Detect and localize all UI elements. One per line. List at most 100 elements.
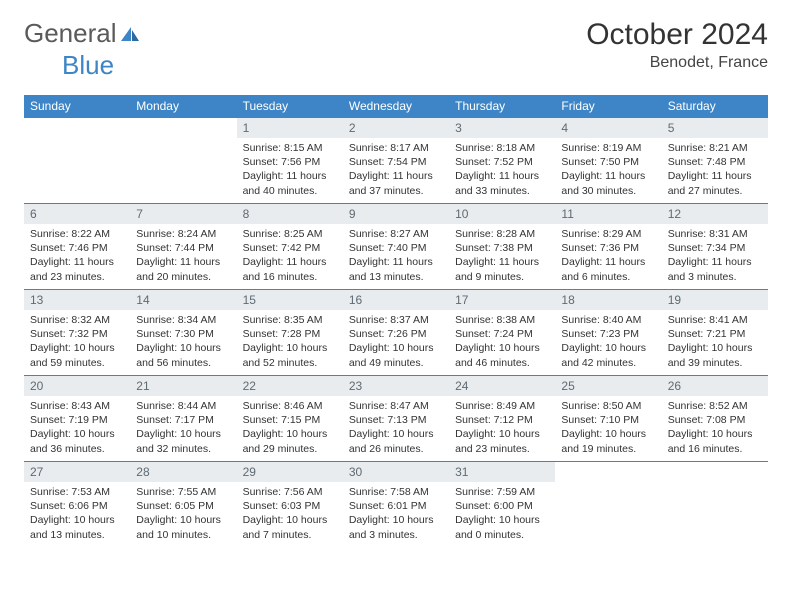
calendar-head: SundayMondayTuesdayWednesdayThursdayFrid…	[24, 95, 768, 118]
day-cell: 9Sunrise: 8:27 AMSunset: 7:40 PMDaylight…	[343, 204, 449, 290]
day-cell: 25Sunrise: 8:50 AMSunset: 7:10 PMDayligh…	[555, 376, 661, 462]
day-cell	[662, 462, 768, 548]
day-cell: 16Sunrise: 8:37 AMSunset: 7:26 PMDayligh…	[343, 290, 449, 376]
day-header: Thursday	[449, 95, 555, 118]
day-number: 5	[662, 118, 768, 138]
day-number: 22	[237, 376, 343, 396]
day-cell: 30Sunrise: 7:58 AMSunset: 6:01 PMDayligh…	[343, 462, 449, 548]
day-header: Tuesday	[237, 95, 343, 118]
logo: General	[24, 18, 141, 49]
day-number: 20	[24, 376, 130, 396]
day-text: Sunrise: 8:41 AMSunset: 7:21 PMDaylight:…	[662, 310, 768, 374]
day-text: Sunrise: 8:47 AMSunset: 7:13 PMDaylight:…	[343, 396, 449, 460]
day-cell: 3Sunrise: 8:18 AMSunset: 7:52 PMDaylight…	[449, 118, 555, 204]
week-row: 13Sunrise: 8:32 AMSunset: 7:32 PMDayligh…	[24, 290, 768, 376]
day-text: Sunrise: 8:32 AMSunset: 7:32 PMDaylight:…	[24, 310, 130, 374]
day-text: Sunrise: 8:21 AMSunset: 7:48 PMDaylight:…	[662, 138, 768, 202]
day-cell: 7Sunrise: 8:24 AMSunset: 7:44 PMDaylight…	[130, 204, 236, 290]
day-text: Sunrise: 8:22 AMSunset: 7:46 PMDaylight:…	[24, 224, 130, 288]
week-row: 27Sunrise: 7:53 AMSunset: 6:06 PMDayligh…	[24, 462, 768, 548]
day-text: Sunrise: 8:35 AMSunset: 7:28 PMDaylight:…	[237, 310, 343, 374]
day-cell: 10Sunrise: 8:28 AMSunset: 7:38 PMDayligh…	[449, 204, 555, 290]
location-label: Benodet, France	[586, 54, 768, 72]
day-header: Friday	[555, 95, 661, 118]
day-header: Saturday	[662, 95, 768, 118]
day-text: Sunrise: 8:38 AMSunset: 7:24 PMDaylight:…	[449, 310, 555, 374]
day-number: 12	[662, 204, 768, 224]
day-text: Sunrise: 8:50 AMSunset: 7:10 PMDaylight:…	[555, 396, 661, 460]
day-number: 7	[130, 204, 236, 224]
day-text: Sunrise: 7:56 AMSunset: 6:03 PMDaylight:…	[237, 482, 343, 546]
logo-text-blue: Blue	[62, 50, 114, 80]
day-header: Sunday	[24, 95, 130, 118]
day-number: 28	[130, 462, 236, 482]
day-text: Sunrise: 8:40 AMSunset: 7:23 PMDaylight:…	[555, 310, 661, 374]
day-text: Sunrise: 8:19 AMSunset: 7:50 PMDaylight:…	[555, 138, 661, 202]
day-cell: 18Sunrise: 8:40 AMSunset: 7:23 PMDayligh…	[555, 290, 661, 376]
day-text: Sunrise: 8:17 AMSunset: 7:54 PMDaylight:…	[343, 138, 449, 202]
day-number: 24	[449, 376, 555, 396]
day-text: Sunrise: 8:25 AMSunset: 7:42 PMDaylight:…	[237, 224, 343, 288]
day-cell: 23Sunrise: 8:47 AMSunset: 7:13 PMDayligh…	[343, 376, 449, 462]
day-number: 11	[555, 204, 661, 224]
day-text: Sunrise: 8:44 AMSunset: 7:17 PMDaylight:…	[130, 396, 236, 460]
day-cell: 24Sunrise: 8:49 AMSunset: 7:12 PMDayligh…	[449, 376, 555, 462]
day-cell: 21Sunrise: 8:44 AMSunset: 7:17 PMDayligh…	[130, 376, 236, 462]
day-number: 26	[662, 376, 768, 396]
day-number: 21	[130, 376, 236, 396]
day-cell: 11Sunrise: 8:29 AMSunset: 7:36 PMDayligh…	[555, 204, 661, 290]
day-number: 9	[343, 204, 449, 224]
day-number: 16	[343, 290, 449, 310]
day-cell: 22Sunrise: 8:46 AMSunset: 7:15 PMDayligh…	[237, 376, 343, 462]
day-text: Sunrise: 8:52 AMSunset: 7:08 PMDaylight:…	[662, 396, 768, 460]
day-cell: 28Sunrise: 7:55 AMSunset: 6:05 PMDayligh…	[130, 462, 236, 548]
calendar-body: 1Sunrise: 8:15 AMSunset: 7:56 PMDaylight…	[24, 118, 768, 548]
month-title: October 2024	[586, 18, 768, 52]
day-cell: 14Sunrise: 8:34 AMSunset: 7:30 PMDayligh…	[130, 290, 236, 376]
day-text: Sunrise: 8:46 AMSunset: 7:15 PMDaylight:…	[237, 396, 343, 460]
day-number: 30	[343, 462, 449, 482]
day-cell	[555, 462, 661, 548]
day-cell: 4Sunrise: 8:19 AMSunset: 7:50 PMDaylight…	[555, 118, 661, 204]
day-cell: 12Sunrise: 8:31 AMSunset: 7:34 PMDayligh…	[662, 204, 768, 290]
day-cell: 6Sunrise: 8:22 AMSunset: 7:46 PMDaylight…	[24, 204, 130, 290]
day-cell: 1Sunrise: 8:15 AMSunset: 7:56 PMDaylight…	[237, 118, 343, 204]
day-cell: 26Sunrise: 8:52 AMSunset: 7:08 PMDayligh…	[662, 376, 768, 462]
day-text: Sunrise: 7:59 AMSunset: 6:00 PMDaylight:…	[449, 482, 555, 546]
week-row: 20Sunrise: 8:43 AMSunset: 7:19 PMDayligh…	[24, 376, 768, 462]
day-text: Sunrise: 8:49 AMSunset: 7:12 PMDaylight:…	[449, 396, 555, 460]
day-number: 3	[449, 118, 555, 138]
calendar-table: SundayMondayTuesdayWednesdayThursdayFrid…	[24, 95, 768, 548]
day-number: 13	[24, 290, 130, 310]
sail-icon	[119, 25, 141, 43]
day-cell: 2Sunrise: 8:17 AMSunset: 7:54 PMDaylight…	[343, 118, 449, 204]
day-text: Sunrise: 7:58 AMSunset: 6:01 PMDaylight:…	[343, 482, 449, 546]
day-number: 17	[449, 290, 555, 310]
day-text: Sunrise: 8:28 AMSunset: 7:38 PMDaylight:…	[449, 224, 555, 288]
day-cell: 5Sunrise: 8:21 AMSunset: 7:48 PMDaylight…	[662, 118, 768, 204]
day-number: 19	[662, 290, 768, 310]
day-number: 29	[237, 462, 343, 482]
day-number: 31	[449, 462, 555, 482]
day-cell: 20Sunrise: 8:43 AMSunset: 7:19 PMDayligh…	[24, 376, 130, 462]
day-text: Sunrise: 8:31 AMSunset: 7:34 PMDaylight:…	[662, 224, 768, 288]
day-text: Sunrise: 8:29 AMSunset: 7:36 PMDaylight:…	[555, 224, 661, 288]
day-number: 8	[237, 204, 343, 224]
day-text: Sunrise: 8:27 AMSunset: 7:40 PMDaylight:…	[343, 224, 449, 288]
title-block: October 2024 Benodet, France	[586, 18, 768, 72]
day-number: 10	[449, 204, 555, 224]
day-header: Wednesday	[343, 95, 449, 118]
day-text: Sunrise: 8:43 AMSunset: 7:19 PMDaylight:…	[24, 396, 130, 460]
day-text: Sunrise: 7:55 AMSunset: 6:05 PMDaylight:…	[130, 482, 236, 546]
week-row: 6Sunrise: 8:22 AMSunset: 7:46 PMDaylight…	[24, 204, 768, 290]
day-number: 18	[555, 290, 661, 310]
day-cell: 19Sunrise: 8:41 AMSunset: 7:21 PMDayligh…	[662, 290, 768, 376]
day-number: 15	[237, 290, 343, 310]
day-cell: 27Sunrise: 7:53 AMSunset: 6:06 PMDayligh…	[24, 462, 130, 548]
day-number: 6	[24, 204, 130, 224]
day-text: Sunrise: 8:24 AMSunset: 7:44 PMDaylight:…	[130, 224, 236, 288]
day-number: 14	[130, 290, 236, 310]
day-cell	[24, 118, 130, 204]
day-cell	[130, 118, 236, 204]
day-number: 1	[237, 118, 343, 138]
